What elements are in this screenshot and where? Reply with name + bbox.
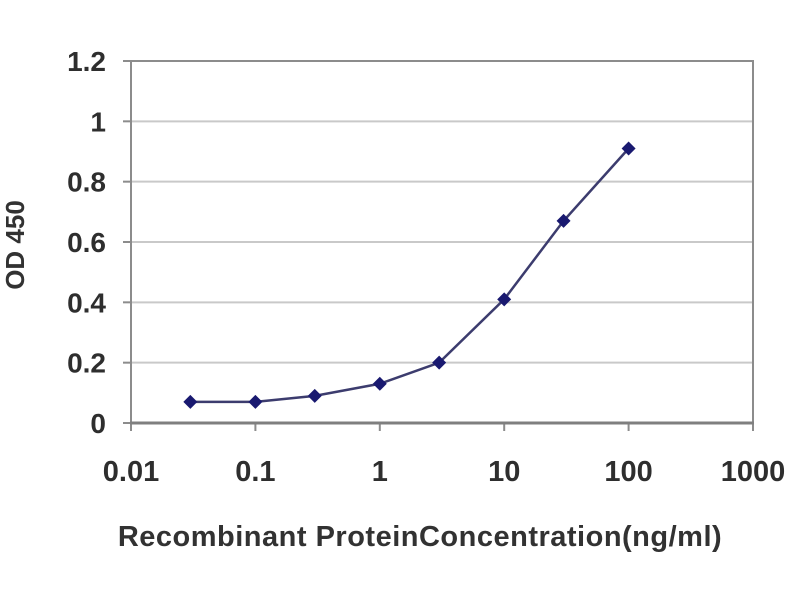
x-tick-label: 0.1 [235, 456, 275, 488]
x-axis-title: Recombinant ProteinConcentration(ng/ml) [118, 521, 722, 553]
x-axis-tick-labels: 0.01 0.1 1 10 100 1000 [103, 456, 785, 488]
data-series-group [183, 141, 636, 409]
x-tick-label: 1000 [721, 456, 786, 488]
data-point-marker [248, 394, 263, 409]
y-tick-label: 1 [90, 106, 106, 137]
data-point-marker [183, 394, 198, 409]
series-line [190, 147, 630, 404]
data-point-marker [307, 388, 322, 403]
y-tick-label: 0 [90, 408, 106, 439]
x-tick-label: 10 [488, 456, 520, 488]
x-tick-label: 1 [372, 456, 388, 488]
x-tick-label: 0.01 [103, 456, 159, 488]
gridlines-group [131, 120, 753, 364]
y-tick-label: 0.4 [67, 287, 106, 318]
data-point-marker [497, 292, 512, 307]
y-tick-label: 1.2 [67, 46, 106, 77]
data-point-marker [556, 213, 571, 228]
y-tick-label: 0.6 [67, 227, 106, 258]
x-tick-label: 100 [604, 456, 652, 488]
y-axis-title: OD 450 [0, 200, 30, 290]
data-point-marker [432, 355, 447, 370]
data-point-marker [372, 376, 387, 391]
y-tick-label: 0.2 [67, 348, 106, 379]
data-point-marker [621, 141, 636, 156]
y-tick-label: 0.8 [67, 167, 106, 198]
y-axis-tick-labels: 0 0.2 0.4 0.6 0.8 1 1.2 [67, 46, 106, 439]
